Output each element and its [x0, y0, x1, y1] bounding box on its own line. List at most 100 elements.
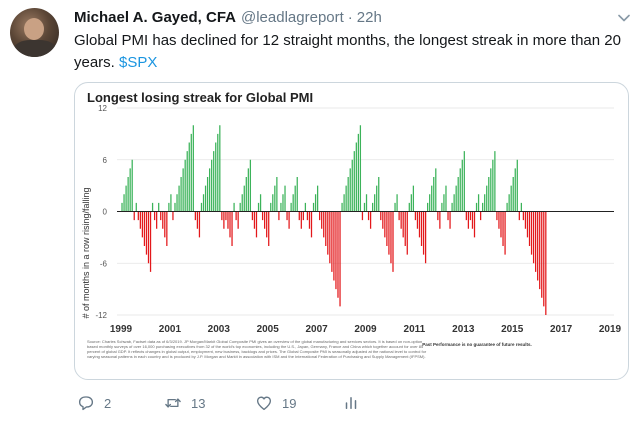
- bar-falling: [143, 211, 146, 246]
- bar-rising: [272, 194, 274, 212]
- header-separator: ·: [347, 9, 353, 26]
- bar-falling: [406, 211, 408, 255]
- bar-rising: [158, 202, 160, 212]
- bar-falling: [133, 211, 135, 221]
- bar-rising: [376, 185, 378, 212]
- bar-rising: [341, 202, 343, 212]
- bar-rising: [396, 194, 398, 212]
- bar-falling: [149, 211, 152, 272]
- retweet-count: 13: [191, 395, 206, 411]
- bar-falling: [231, 211, 233, 246]
- bar-falling: [227, 211, 229, 229]
- analytics-button[interactable]: [342, 394, 360, 412]
- bar-falling: [339, 211, 341, 307]
- bar-falling: [286, 211, 288, 221]
- y-tick-label: 12: [98, 104, 107, 113]
- bar-falling: [319, 211, 321, 221]
- bar-falling: [308, 211, 311, 229]
- bar-falling: [390, 211, 392, 264]
- author-avatar[interactable]: [10, 8, 59, 57]
- bar-rising: [241, 194, 243, 212]
- bar-rising: [312, 202, 315, 212]
- bar-falling: [404, 211, 406, 246]
- x-tick-label: 2017: [550, 324, 573, 335]
- bar-rising: [412, 185, 415, 212]
- x-tick-label: 2011: [404, 324, 426, 335]
- bar-falling: [439, 211, 441, 229]
- bar-rising: [359, 125, 362, 212]
- bar-falling: [194, 211, 196, 221]
- bar-falling: [543, 211, 545, 307]
- bar-rising: [206, 177, 209, 212]
- cashtag-link[interactable]: $SPX: [119, 54, 158, 71]
- bar-falling: [502, 211, 504, 246]
- bar-falling: [471, 211, 474, 229]
- bar-falling: [147, 211, 150, 264]
- bar-falling: [386, 211, 388, 246]
- bar-rising: [378, 177, 380, 212]
- author-name[interactable]: Michael A. Gayed, CFA: [74, 9, 236, 26]
- x-tick-label: 2019: [599, 324, 622, 335]
- bar-falling: [153, 211, 156, 221]
- bar-rising: [435, 168, 437, 212]
- tweet-actions: 2 13 19: [74, 390, 629, 420]
- bar-rising: [292, 194, 294, 212]
- x-tick-label: 2015: [501, 324, 524, 335]
- y-tick-label: -12: [95, 311, 107, 320]
- chevron-down-icon[interactable]: [618, 12, 630, 24]
- bar-falling: [321, 211, 323, 229]
- bar-rising: [204, 185, 207, 212]
- like-button[interactable]: 19: [255, 394, 296, 412]
- bar-falling: [288, 211, 290, 229]
- bar-falling: [402, 211, 404, 238]
- bar-rising: [121, 202, 123, 212]
- bar-rising: [131, 159, 133, 212]
- bar-rising: [192, 125, 194, 212]
- bar-rising: [512, 177, 514, 212]
- bar-falling: [225, 211, 227, 221]
- bar-falling: [524, 211, 527, 229]
- author-handle[interactable]: @leadlagreport: [241, 9, 344, 26]
- bar-rising: [363, 202, 366, 212]
- bar-falling: [237, 211, 239, 229]
- bar-falling: [414, 211, 417, 221]
- bar-rising: [247, 168, 249, 212]
- bar-rising: [365, 194, 368, 212]
- bar-falling: [420, 211, 423, 246]
- bar-rising: [353, 151, 355, 212]
- bar-falling: [545, 211, 547, 315]
- bar-falling: [473, 211, 476, 238]
- bar-falling: [467, 211, 470, 229]
- bar-rising: [408, 202, 410, 212]
- bar-falling: [392, 211, 394, 272]
- bar-rising: [506, 202, 508, 212]
- bar-rising: [168, 202, 170, 212]
- bar-rising: [135, 202, 137, 212]
- bar-rising: [445, 185, 447, 212]
- retweet-icon: [165, 398, 181, 408]
- bar-rising: [276, 177, 278, 212]
- bar-rising: [176, 194, 178, 212]
- bar-falling: [537, 211, 539, 281]
- bar-falling: [268, 211, 270, 246]
- bar-falling: [164, 211, 166, 238]
- bar-falling: [229, 211, 231, 238]
- tweet-timestamp[interactable]: 22h: [356, 9, 382, 26]
- bar-falling: [361, 211, 364, 221]
- retweet-button[interactable]: 13: [164, 394, 205, 412]
- bar-falling: [145, 211, 148, 255]
- y-tick-label: 6: [103, 156, 108, 165]
- bar-falling: [522, 211, 525, 221]
- bar-rising: [129, 168, 131, 212]
- bar-rising: [274, 185, 276, 212]
- chart-card[interactable]: Longest losing streak for Global PMI 12 6…: [74, 82, 629, 380]
- bar-falling: [166, 211, 168, 246]
- bar-falling: [329, 211, 331, 264]
- x-tick-label: 2003: [208, 324, 231, 335]
- bar-rising: [410, 194, 412, 212]
- bar-rising: [233, 202, 235, 212]
- disclaimer-text: Past Performance is no guarantee of futu…: [422, 342, 532, 347]
- bar-rising: [492, 159, 494, 212]
- reply-button[interactable]: 2: [77, 394, 111, 412]
- bar-falling: [416, 211, 419, 229]
